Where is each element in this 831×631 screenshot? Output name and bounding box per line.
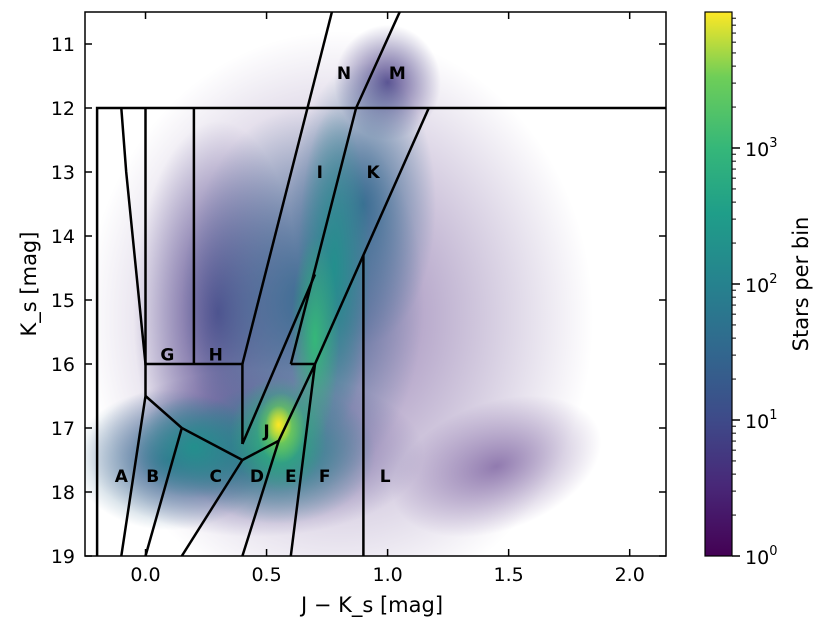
density-blob-1 (391, 395, 602, 538)
y-tick-label: 12 (51, 98, 75, 120)
region-label-f: F (319, 467, 331, 487)
x-axis-label: J − K_s [mag] (299, 593, 443, 618)
x-axis-ticks: 0.0 0.5 1.0 1.5 2.0 (130, 12, 645, 586)
colorbar-tick-label: 100 (745, 544, 777, 569)
boundary-line-5 (144, 427, 184, 556)
y-tick-label: 11 (51, 34, 75, 56)
boundary-line-13 (289, 12, 401, 365)
boundary-line-0 (95, 106, 666, 556)
boundary-line-12 (313, 107, 430, 365)
boundary-line-10 (241, 12, 334, 365)
colorbar-tick-label: 102 (745, 272, 777, 297)
density-blob-9 (133, 396, 255, 499)
density-blob-14 (265, 405, 292, 444)
y-tick-label: 14 (51, 226, 75, 248)
region-labels: A B C D E F G H I J K L M N (115, 64, 406, 487)
boundary-line-6 (180, 459, 244, 556)
region-label-e: E (285, 467, 297, 487)
x-tick-label: 1.5 (494, 564, 524, 586)
colorbar (704, 11, 733, 557)
region-label-j: J (262, 422, 269, 442)
y-tick-label: 16 (51, 354, 75, 376)
region-boundaries (95, 12, 666, 556)
region-label-d: D (250, 467, 264, 487)
colorbar-tick-label: 103 (745, 136, 777, 161)
x-tick-label: 0.0 (130, 564, 160, 586)
y-tick-label: 19 (51, 546, 75, 568)
region-label-m: M (389, 64, 406, 84)
region-label-n: N (337, 64, 351, 84)
region-label-i: I (317, 163, 323, 183)
colorbar-label: Stars per bin (789, 217, 813, 352)
x-tick-label: 1.0 (372, 564, 402, 586)
y-tick-label: 17 (51, 418, 75, 440)
plot-frame (84, 11, 667, 557)
y-tick-label: 15 (51, 290, 75, 312)
y-axis-ticks: 11 12 13 14 15 16 17 18 19 (51, 34, 666, 568)
region-label-g: G (160, 345, 174, 365)
y-tick-label: 13 (51, 162, 75, 184)
colorbar-ticks: 100 101 102 103 (732, 17, 777, 569)
colorbar-tick-label: 101 (745, 408, 777, 433)
region-label-k: K (366, 163, 380, 183)
region-label-h: H (209, 345, 223, 365)
region-label-a: A (115, 467, 129, 487)
y-axis-label: K_s [mag] (17, 232, 42, 337)
x-tick-label: 2.0 (615, 564, 645, 586)
y-tick-label: 18 (51, 482, 75, 504)
region-label-l: L (380, 467, 391, 487)
region-label-b: B (146, 467, 159, 487)
region-label-c: C (209, 467, 221, 487)
boundary-line-9 (241, 273, 317, 445)
x-tick-label: 0.5 (251, 564, 281, 586)
